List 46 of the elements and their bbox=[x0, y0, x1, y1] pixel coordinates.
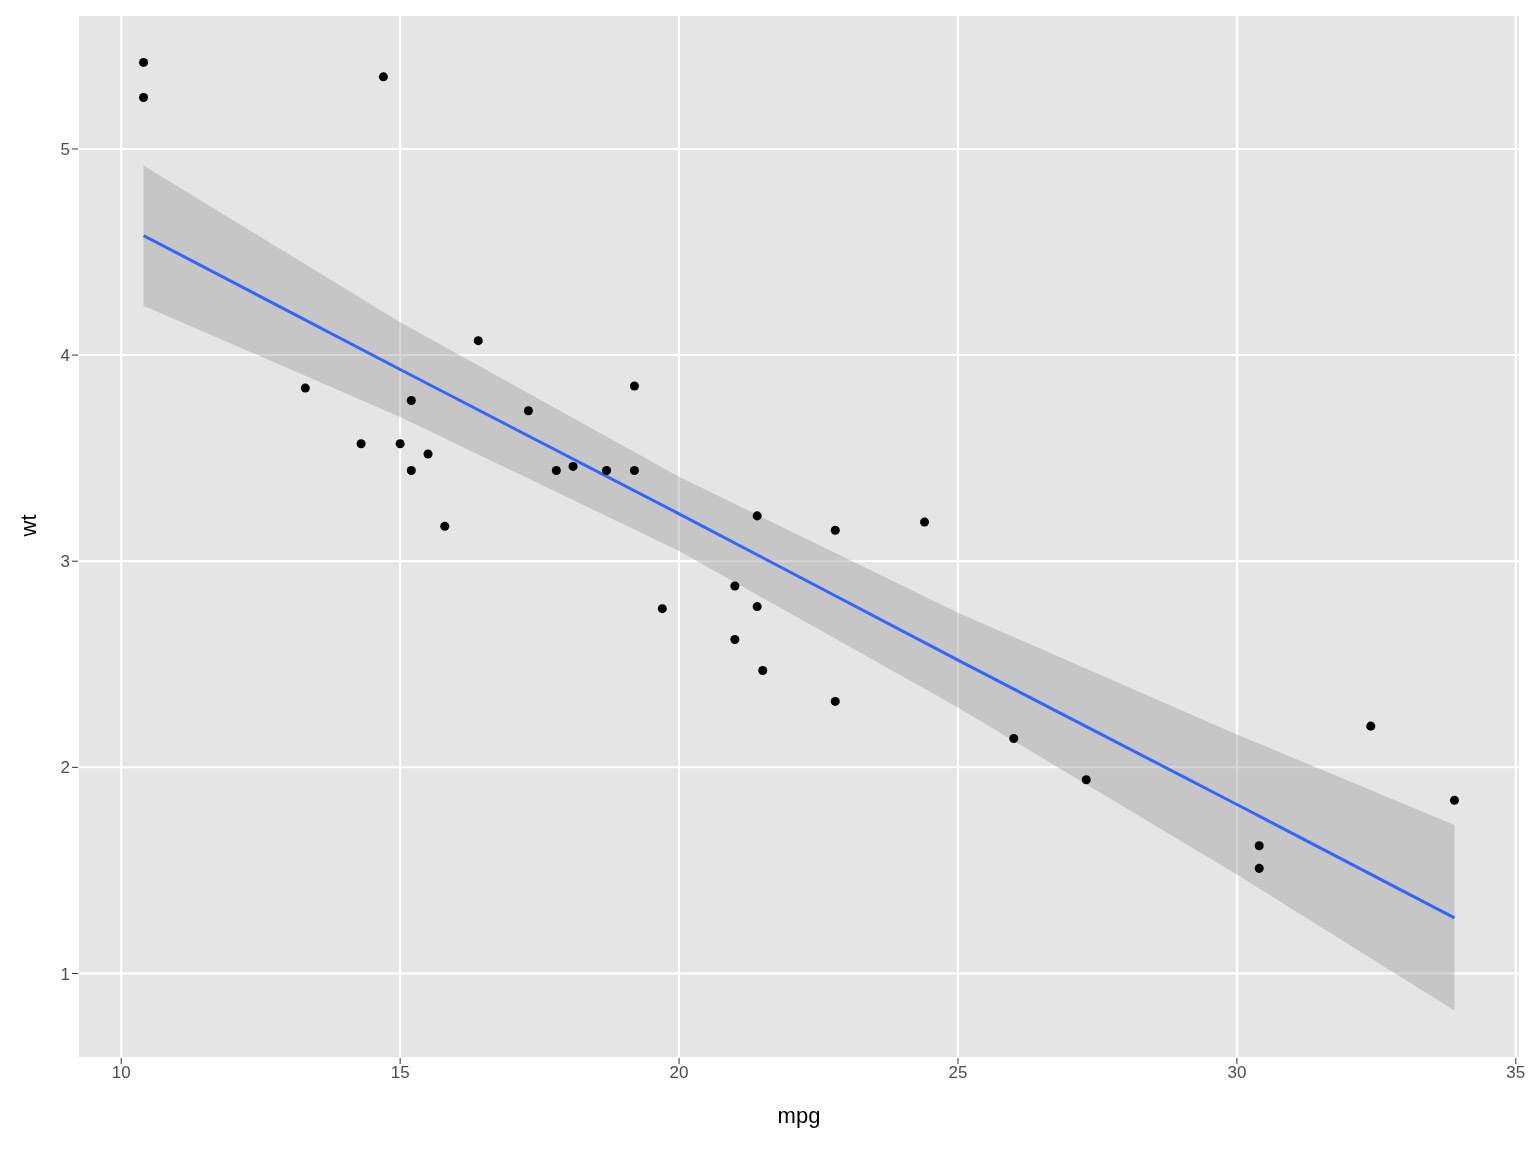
point bbox=[657, 604, 667, 614]
x-tick-label: 10 bbox=[111, 1063, 131, 1083]
point bbox=[423, 449, 433, 459]
y-tick-label: 4 bbox=[60, 346, 70, 366]
point bbox=[730, 581, 740, 591]
point bbox=[629, 466, 639, 476]
point bbox=[395, 439, 405, 449]
point bbox=[523, 406, 533, 416]
point bbox=[440, 521, 450, 531]
point bbox=[1254, 841, 1264, 851]
point bbox=[568, 461, 578, 471]
point bbox=[730, 635, 740, 645]
point bbox=[551, 466, 561, 476]
x-tick-label: 30 bbox=[1227, 1063, 1247, 1083]
point bbox=[139, 57, 149, 67]
point bbox=[406, 466, 416, 476]
y-tick-label: 1 bbox=[60, 964, 70, 984]
point bbox=[473, 336, 483, 346]
point bbox=[1254, 863, 1264, 873]
point bbox=[602, 466, 612, 476]
point bbox=[920, 517, 930, 527]
point bbox=[1081, 775, 1091, 785]
x-axis-title: mpg bbox=[777, 1103, 821, 1128]
point bbox=[752, 511, 762, 521]
x-tick-label: 35 bbox=[1506, 1063, 1526, 1083]
x-tick-label: 15 bbox=[390, 1063, 410, 1083]
y-tick-label: 2 bbox=[60, 758, 70, 778]
point bbox=[1366, 721, 1376, 731]
point bbox=[629, 381, 639, 391]
point bbox=[1449, 795, 1459, 805]
point bbox=[752, 602, 762, 612]
point bbox=[758, 665, 768, 675]
point bbox=[830, 525, 840, 535]
y-tick-label: 5 bbox=[60, 140, 70, 160]
point bbox=[378, 72, 388, 82]
point bbox=[356, 439, 366, 449]
y-axis-title: wt bbox=[15, 514, 41, 538]
point bbox=[300, 383, 310, 393]
point bbox=[1009, 734, 1019, 744]
y-tick-label: 3 bbox=[60, 552, 70, 572]
x-tick-label: 25 bbox=[948, 1063, 968, 1083]
point bbox=[830, 696, 840, 706]
line-series bbox=[142, 234, 1456, 920]
point bbox=[406, 395, 416, 405]
x-tick-label: 20 bbox=[669, 1063, 689, 1083]
point bbox=[139, 92, 149, 102]
